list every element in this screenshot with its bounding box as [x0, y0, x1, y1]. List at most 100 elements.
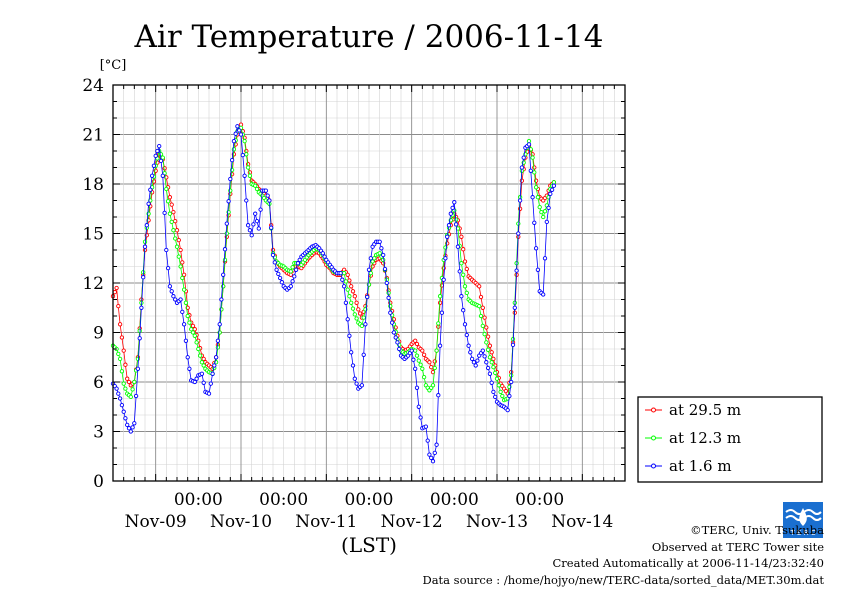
data-point [297, 257, 302, 263]
data-point [386, 290, 391, 296]
data-point [484, 325, 489, 330]
data-point [427, 360, 432, 365]
data-point [158, 158, 164, 164]
x-day-label: Nov-13 [466, 512, 528, 532]
data-source-text: Data source : /home/hojyo/new/TERC-data/… [422, 572, 824, 587]
data-point [201, 380, 206, 385]
data-point [359, 323, 365, 329]
data-point [480, 305, 485, 310]
data-point [381, 257, 386, 263]
data-point [526, 142, 532, 147]
y-tick-label: 12 [82, 274, 104, 294]
data-point [208, 381, 213, 386]
data-point [141, 275, 146, 280]
data-point [466, 343, 471, 348]
data-point [180, 260, 185, 265]
data-point [507, 393, 512, 399]
data-point [256, 226, 261, 231]
data-point [276, 271, 281, 277]
data-point [142, 244, 148, 249]
data-point [132, 379, 137, 385]
series-lines [110, 122, 557, 464]
data-point [149, 173, 155, 178]
data-point [117, 322, 123, 327]
data-point [352, 376, 357, 381]
data-point [386, 295, 391, 301]
data-point [436, 321, 441, 326]
data-point [233, 131, 238, 136]
y-tick-label: 3 [93, 423, 104, 443]
data-point [251, 222, 256, 227]
data-point [213, 355, 219, 360]
data-point [132, 421, 137, 426]
data-point [372, 256, 377, 261]
data-point [270, 252, 276, 258]
data-point [322, 254, 327, 259]
data-point [421, 374, 427, 380]
data-point [162, 210, 167, 216]
legend: at 29.5 m at 12.3 m at 1.6 m [637, 396, 823, 483]
data-point [135, 366, 141, 371]
data-point [489, 350, 494, 355]
data-point [249, 233, 254, 238]
grid-lines [113, 85, 625, 481]
data-point [341, 270, 347, 276]
data-point [116, 351, 121, 357]
legend-box [637, 396, 823, 483]
data-point [485, 347, 491, 352]
data-point [320, 251, 325, 256]
data-point [137, 336, 142, 341]
data-point [290, 265, 295, 270]
data-point [381, 252, 386, 258]
data-point [457, 269, 462, 274]
data-point [123, 386, 128, 391]
data-point [535, 267, 541, 272]
x-tick-label: 00:00 [345, 490, 394, 510]
data-point [258, 207, 263, 212]
data-point [430, 459, 436, 464]
data-point [541, 214, 546, 220]
data-point [164, 186, 169, 192]
data-point [219, 297, 224, 302]
data-point [160, 173, 165, 178]
data-point [434, 348, 439, 353]
data-point [178, 247, 183, 253]
data-point [171, 294, 176, 299]
data-point [126, 426, 132, 431]
data-point [277, 275, 283, 281]
data-point [491, 364, 496, 370]
legend-marker [651, 463, 656, 469]
data-point [167, 195, 173, 200]
data-point [420, 366, 425, 371]
data-point [244, 198, 249, 203]
data-point [119, 335, 125, 340]
data-point [430, 383, 436, 388]
data-point [128, 394, 133, 400]
data-point [480, 348, 485, 353]
data-point [349, 300, 354, 305]
data-point [354, 316, 359, 321]
data-point [519, 178, 525, 183]
data-point [533, 185, 539, 190]
data-point [116, 391, 121, 396]
data-point [190, 330, 196, 335]
data-point [462, 322, 468, 327]
x-day-label: Nov-10 [210, 512, 272, 532]
data-point [242, 173, 247, 178]
data-point [253, 183, 258, 188]
data-point [238, 132, 244, 137]
data-point [171, 209, 176, 215]
data-point [350, 289, 356, 294]
legend-label: at 1.6 m [669, 457, 732, 475]
data-point [185, 355, 190, 360]
data-point [224, 231, 229, 236]
data-point [471, 360, 477, 365]
x-day-label: Nov-11 [295, 512, 357, 532]
x-axis-label: (LST) [341, 533, 397, 557]
data-point [544, 219, 549, 225]
data-point [254, 218, 260, 224]
data-point [139, 305, 144, 310]
data-point [546, 205, 551, 211]
